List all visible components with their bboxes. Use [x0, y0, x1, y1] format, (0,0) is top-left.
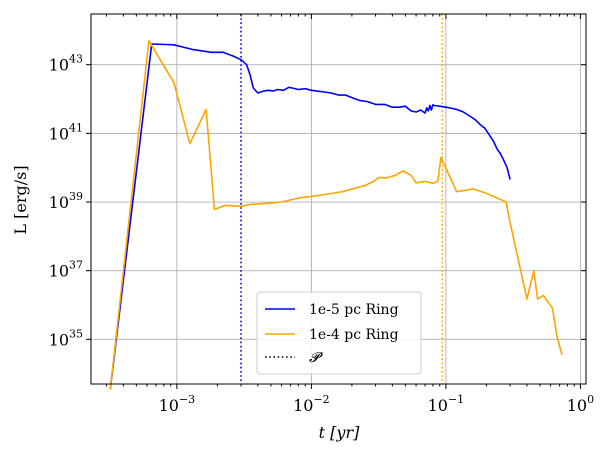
y-tick-label-base: 10	[49, 124, 69, 143]
x-tick-label-base: 10	[428, 396, 448, 415]
y-tick-label-base: 10	[49, 330, 69, 349]
y-axis-label-text: L [erg/s]	[11, 165, 30, 234]
legend: 1e-5 pc Ring 1e-4 pc Ring 𝓟	[256, 291, 422, 375]
x-axis-label-text: t [yr]	[319, 423, 360, 442]
x-tick-label-exponent: −2	[313, 393, 329, 406]
y-tick-label-exponent: 43	[69, 53, 83, 66]
legend-label-series-1: 1e-5 pc Ring	[309, 302, 399, 318]
x-tick-label-exponent: 0	[587, 393, 594, 406]
legend-label-series-2: 1e-4 pc Ring	[309, 327, 399, 343]
y-tick-label-base: 10	[49, 193, 69, 212]
x-tick-label-base: 10	[293, 396, 313, 415]
tick-layer	[86, 14, 586, 389]
x-tick-label: 10−1	[428, 393, 465, 415]
y-tick-label-base: 10	[49, 56, 69, 75]
y-tick-label: 1043	[49, 53, 83, 75]
series-layer	[109, 39, 563, 390]
plot-frame	[90, 13, 587, 385]
x-axis-label: t [yr]	[319, 423, 360, 442]
x-tick-label: 100	[567, 393, 594, 415]
x-tick-label-exponent: −1	[448, 393, 464, 406]
x-tick-label: 10−3	[159, 393, 196, 415]
y-tick-label-base: 10	[49, 262, 69, 281]
x-tick-label-base: 10	[567, 396, 587, 415]
y-tick-label: 1039	[49, 190, 83, 212]
legend-box	[256, 291, 422, 375]
y-tick-label-exponent: 41	[69, 121, 83, 134]
y-tick-label: 1041	[49, 121, 83, 143]
y-tick-label: 1037	[49, 259, 83, 281]
y-tick-label-exponent: 35	[69, 327, 83, 340]
vertical-marker-lines	[240, 14, 444, 384]
y-tick-label: 1035	[49, 327, 83, 349]
y-tick-label-exponent: 37	[69, 259, 83, 272]
y-tick-label-exponent: 39	[69, 190, 83, 203]
series-line-2	[109, 39, 563, 390]
x-tick-label: 10−2	[293, 393, 330, 415]
y-axis-label: L [erg/s]	[11, 165, 30, 234]
x-tick-label-exponent: −3	[179, 393, 195, 406]
series-line-1	[109, 43, 511, 390]
x-tick-label-base: 10	[159, 396, 179, 415]
